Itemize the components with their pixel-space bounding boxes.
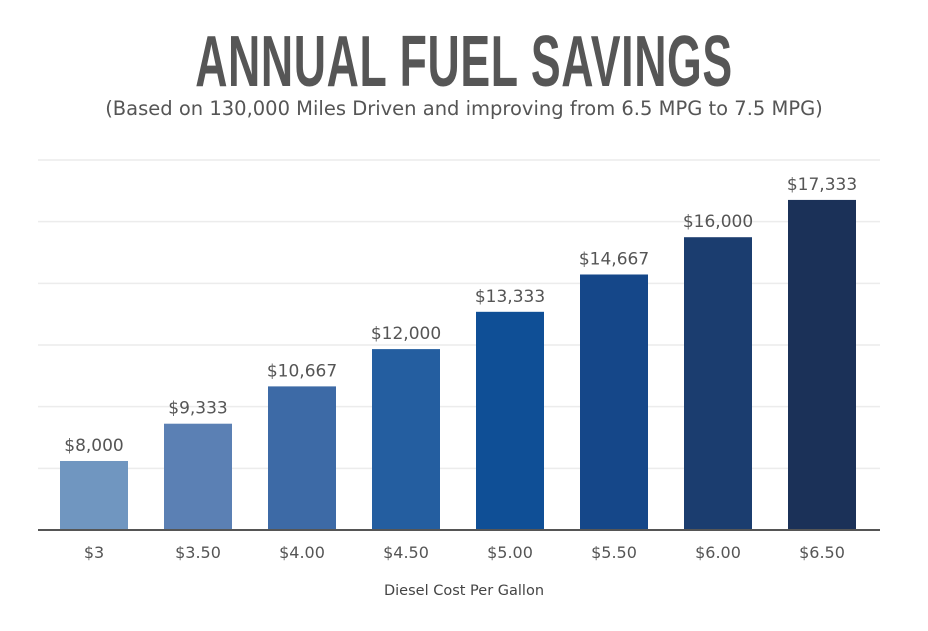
x-tick-label: $3.50 bbox=[175, 543, 221, 562]
x-tick-label: $4.00 bbox=[279, 543, 325, 562]
data-label: $17,333 bbox=[787, 175, 857, 195]
bar bbox=[580, 274, 648, 530]
x-tick-label: $5.50 bbox=[591, 543, 637, 562]
data-label: $9,333 bbox=[168, 399, 227, 419]
bar bbox=[268, 386, 336, 530]
x-tick-label: $5.00 bbox=[487, 543, 533, 562]
data-label: $16,000 bbox=[683, 212, 753, 232]
data-label: $14,667 bbox=[579, 249, 649, 269]
x-tick-label: $4.50 bbox=[383, 543, 429, 562]
x-tick-label: $6.00 bbox=[695, 543, 741, 562]
x-tick-label: $6.50 bbox=[799, 543, 845, 562]
bar bbox=[476, 311, 544, 530]
x-axis-label: Diesel Cost Per Gallon bbox=[383, 583, 545, 599]
data-label: $13,333 bbox=[475, 287, 545, 307]
bar bbox=[372, 349, 440, 530]
bar bbox=[60, 460, 128, 530]
bar bbox=[788, 199, 856, 530]
chart-title: ANNUAL FUEL SAVINGS bbox=[195, 22, 733, 102]
data-label: $12,000 bbox=[371, 324, 441, 344]
bar bbox=[684, 237, 752, 530]
data-label: $8,000 bbox=[64, 436, 123, 456]
data-label: $10,667 bbox=[267, 361, 337, 381]
x-tick-label: $3 bbox=[84, 543, 104, 562]
bar bbox=[164, 423, 232, 530]
chart-subtitle: (Based on 130,000 Miles Driven and impro… bbox=[105, 97, 823, 120]
